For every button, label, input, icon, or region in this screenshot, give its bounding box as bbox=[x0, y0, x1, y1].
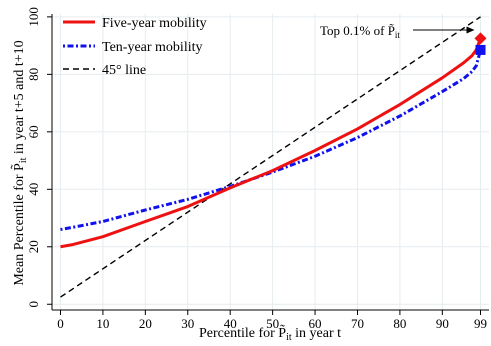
y-tick-label: 100 bbox=[26, 7, 41, 27]
x-axis-title-main: Percentile for P̃ bbox=[199, 324, 286, 341]
x-tick-label: 30 bbox=[181, 316, 194, 331]
x-axis-title-sub: it bbox=[286, 332, 292, 343]
series-line-2 bbox=[60, 16, 481, 298]
x-tick-label: 40 bbox=[224, 316, 237, 331]
x-tick-label: 70 bbox=[351, 316, 364, 331]
x-tick-label: 99 bbox=[474, 316, 487, 331]
annotation-arrowhead bbox=[466, 26, 475, 34]
x-tick-label: 0 bbox=[57, 316, 64, 331]
x-tick-label: 10 bbox=[96, 316, 109, 331]
x-ticks: 0 10 20 30 40 50 60 70 80 90 99 bbox=[57, 310, 487, 331]
annotation-text: Top 0.1% of P̃it bbox=[320, 23, 400, 40]
x-tick-label: 60 bbox=[309, 316, 322, 331]
series-line-1 bbox=[60, 49, 482, 232]
series bbox=[60, 16, 482, 298]
y-axis-title-tail: in year t+5 and t+10 bbox=[12, 40, 27, 157]
axes bbox=[51, 14, 489, 311]
annotation-text-main: Top 0.1% of P̃ bbox=[320, 23, 395, 38]
y-ticks: 0 20 40 60 80 100 bbox=[26, 7, 52, 308]
grid bbox=[52, 14, 489, 310]
x-axis-title-tail: in year t bbox=[292, 326, 341, 341]
y-tick-label: 20 bbox=[26, 240, 41, 253]
y-tick-label: 0 bbox=[26, 301, 41, 308]
annotation: Top 0.1% of P̃it bbox=[320, 23, 475, 40]
x-axis-title: Percentile for P̃it in year t bbox=[199, 324, 341, 343]
y-axis-title: Mean Percentile for P̃it in year t+5 and… bbox=[10, 40, 29, 285]
y-axis-title-main: Mean Percentile for P̃ bbox=[10, 163, 27, 286]
legend-label-ten-year: Ten-year mobility bbox=[102, 40, 203, 55]
series-line-0 bbox=[60, 37, 482, 249]
x-tick-label: 20 bbox=[139, 316, 152, 331]
x-tick-label: 50 bbox=[266, 316, 279, 331]
legend-label-45-degree: 45° line bbox=[102, 63, 146, 78]
x-tick-label: 90 bbox=[436, 316, 449, 331]
marker-diamond bbox=[474, 32, 487, 45]
y-axis-title-sub: it bbox=[18, 157, 29, 163]
y-tick-label: 60 bbox=[26, 125, 41, 138]
marker-square bbox=[475, 44, 486, 55]
legend-label-five-year: Five-year mobility bbox=[102, 16, 207, 31]
y-tick-label: 40 bbox=[26, 183, 41, 196]
x-tick-label: 80 bbox=[393, 316, 406, 331]
annotation-text-sub: it bbox=[395, 30, 401, 40]
markers bbox=[474, 32, 487, 55]
legend: Five-year mobility Ten-year mobility 45°… bbox=[63, 16, 207, 78]
y-tick-label: 80 bbox=[26, 68, 41, 81]
